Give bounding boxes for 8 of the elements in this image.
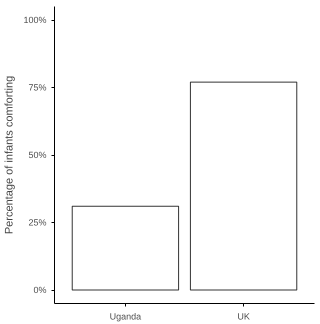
y-tick-label: 75%: [28, 82, 46, 92]
x-tick-label: UK: [237, 312, 250, 322]
y-axis-title: Percentage of infants comforting: [3, 76, 16, 234]
y-tick-label: 0%: [33, 285, 47, 295]
y-tick-label: 50%: [28, 150, 46, 160]
y-tick-label: 25%: [28, 218, 46, 228]
x-tick-label: Uganda: [110, 312, 142, 322]
y-tick-label: 100%: [23, 15, 47, 25]
